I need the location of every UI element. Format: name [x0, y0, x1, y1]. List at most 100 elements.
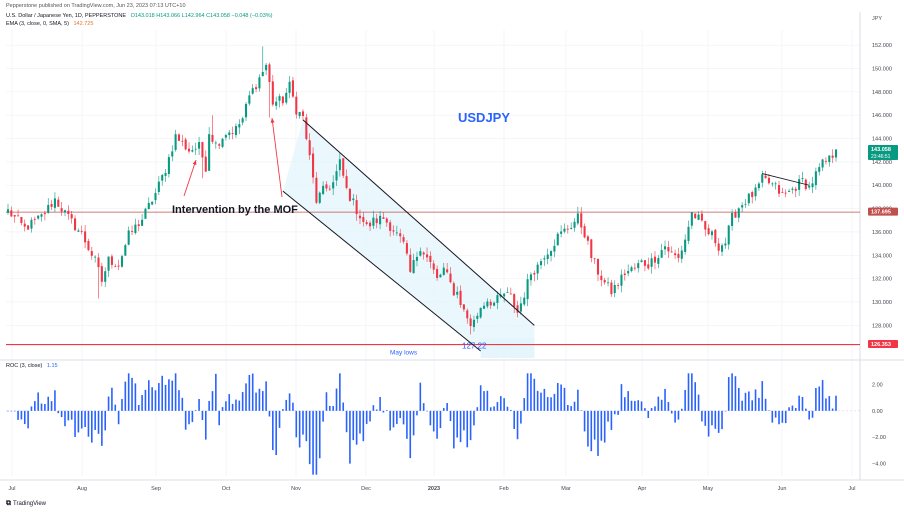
roc-bar [453, 410, 455, 449]
roc-bar [91, 410, 93, 443]
candle-body [446, 269, 449, 273]
roc-bar [751, 400, 753, 411]
candle-body [258, 77, 261, 89]
candle-body [184, 139, 187, 150]
roc-bar [258, 388, 261, 411]
candle-body [117, 265, 120, 267]
candle-body [194, 148, 197, 150]
candle-body [392, 230, 395, 232]
roc-bar [573, 401, 576, 411]
candle-body [100, 266, 103, 282]
roc-bar [791, 405, 794, 411]
legend-roc-label: ROC (3, close) [6, 363, 43, 369]
candle-body [288, 81, 291, 93]
roc-bar [432, 410, 435, 432]
time-tick-label: May [703, 486, 714, 492]
candle-body [174, 134, 177, 150]
roc-bar [94, 410, 96, 430]
may-lows-label: May lows [390, 350, 418, 357]
roc-bar [362, 410, 365, 442]
roc-bar [456, 410, 458, 438]
candle-body [405, 243, 408, 254]
candle-body [694, 213, 697, 219]
roc-bar [17, 410, 19, 420]
candle-body [385, 218, 388, 223]
candle-body [362, 217, 365, 222]
roc-bar [342, 402, 345, 411]
time-tick-label: Feb [499, 486, 508, 492]
roc-bar [657, 396, 660, 411]
roc-bar [654, 406, 656, 411]
roc-bar [741, 400, 743, 411]
candle-body [60, 208, 63, 212]
roc-tick-label: 2.00 [872, 383, 883, 389]
candle-body [419, 251, 422, 256]
candle-body [747, 193, 750, 204]
roc-bar [278, 410, 281, 428]
roc-bar [530, 373, 532, 411]
roc-bar [583, 410, 586, 432]
candle-body [208, 134, 211, 171]
price-tag-label: 143.058 [871, 147, 891, 153]
candle-body [6, 209, 10, 213]
candle-body [509, 293, 512, 295]
roc-bar [613, 410, 616, 415]
roc-bar [50, 401, 53, 411]
roc-bar [305, 410, 308, 442]
roc-bar [335, 388, 338, 411]
candle-body [808, 185, 811, 188]
time-tick-label: Oct [222, 486, 231, 492]
roc-bar [737, 387, 740, 411]
low-127-label: 127.22 [462, 341, 487, 350]
roc-bar [37, 392, 39, 411]
roc-bar [117, 410, 120, 425]
roc-bar [295, 410, 298, 438]
candle-body [275, 101, 278, 106]
candle-body [74, 218, 77, 231]
roc-bar [131, 377, 133, 411]
candle-body [479, 307, 482, 318]
roc-bar [479, 385, 482, 411]
roc-bar [794, 407, 797, 411]
roc-bar [134, 383, 137, 411]
candle-body [291, 80, 294, 97]
candle-body [553, 245, 556, 252]
roc-bar [228, 394, 231, 411]
candle-body [30, 219, 33, 229]
time-tick-label: Mar [561, 486, 571, 492]
roc-bar [731, 373, 733, 411]
channel-lower-line [282, 190, 481, 352]
candle-body [365, 222, 368, 225]
roc-bar [57, 410, 60, 414]
candle-body [630, 267, 633, 272]
candle-body [147, 202, 150, 210]
candle-body [814, 171, 817, 186]
candle-body [613, 284, 616, 293]
brand-name: TradingView [13, 501, 47, 507]
roc-bar [349, 410, 351, 464]
candle-body [737, 208, 740, 218]
roc-bar [499, 396, 502, 411]
candle-body [573, 221, 576, 228]
roc-bar [627, 391, 629, 411]
candle-body [794, 188, 797, 191]
time-tick-label: Jul [8, 486, 15, 492]
roc-bar [771, 410, 774, 423]
legend-ema-label: EMA (3, close, 0, SMA, 5) [6, 21, 69, 27]
candle-body [660, 250, 663, 258]
time-tick-label: Nov [291, 486, 301, 492]
roc-bar [147, 380, 150, 411]
candle-body [593, 258, 596, 260]
candle-body [104, 271, 107, 282]
candle-body [251, 88, 254, 94]
price-tick-label: 144.000 [872, 137, 892, 143]
roc-bar [808, 410, 810, 420]
candle-body [315, 177, 318, 203]
candle-body [670, 251, 673, 253]
candle-body [134, 224, 137, 234]
candle-body [389, 222, 392, 231]
roc-bar [758, 397, 760, 411]
candle-body [124, 245, 127, 256]
roc-bar [10, 410, 13, 412]
